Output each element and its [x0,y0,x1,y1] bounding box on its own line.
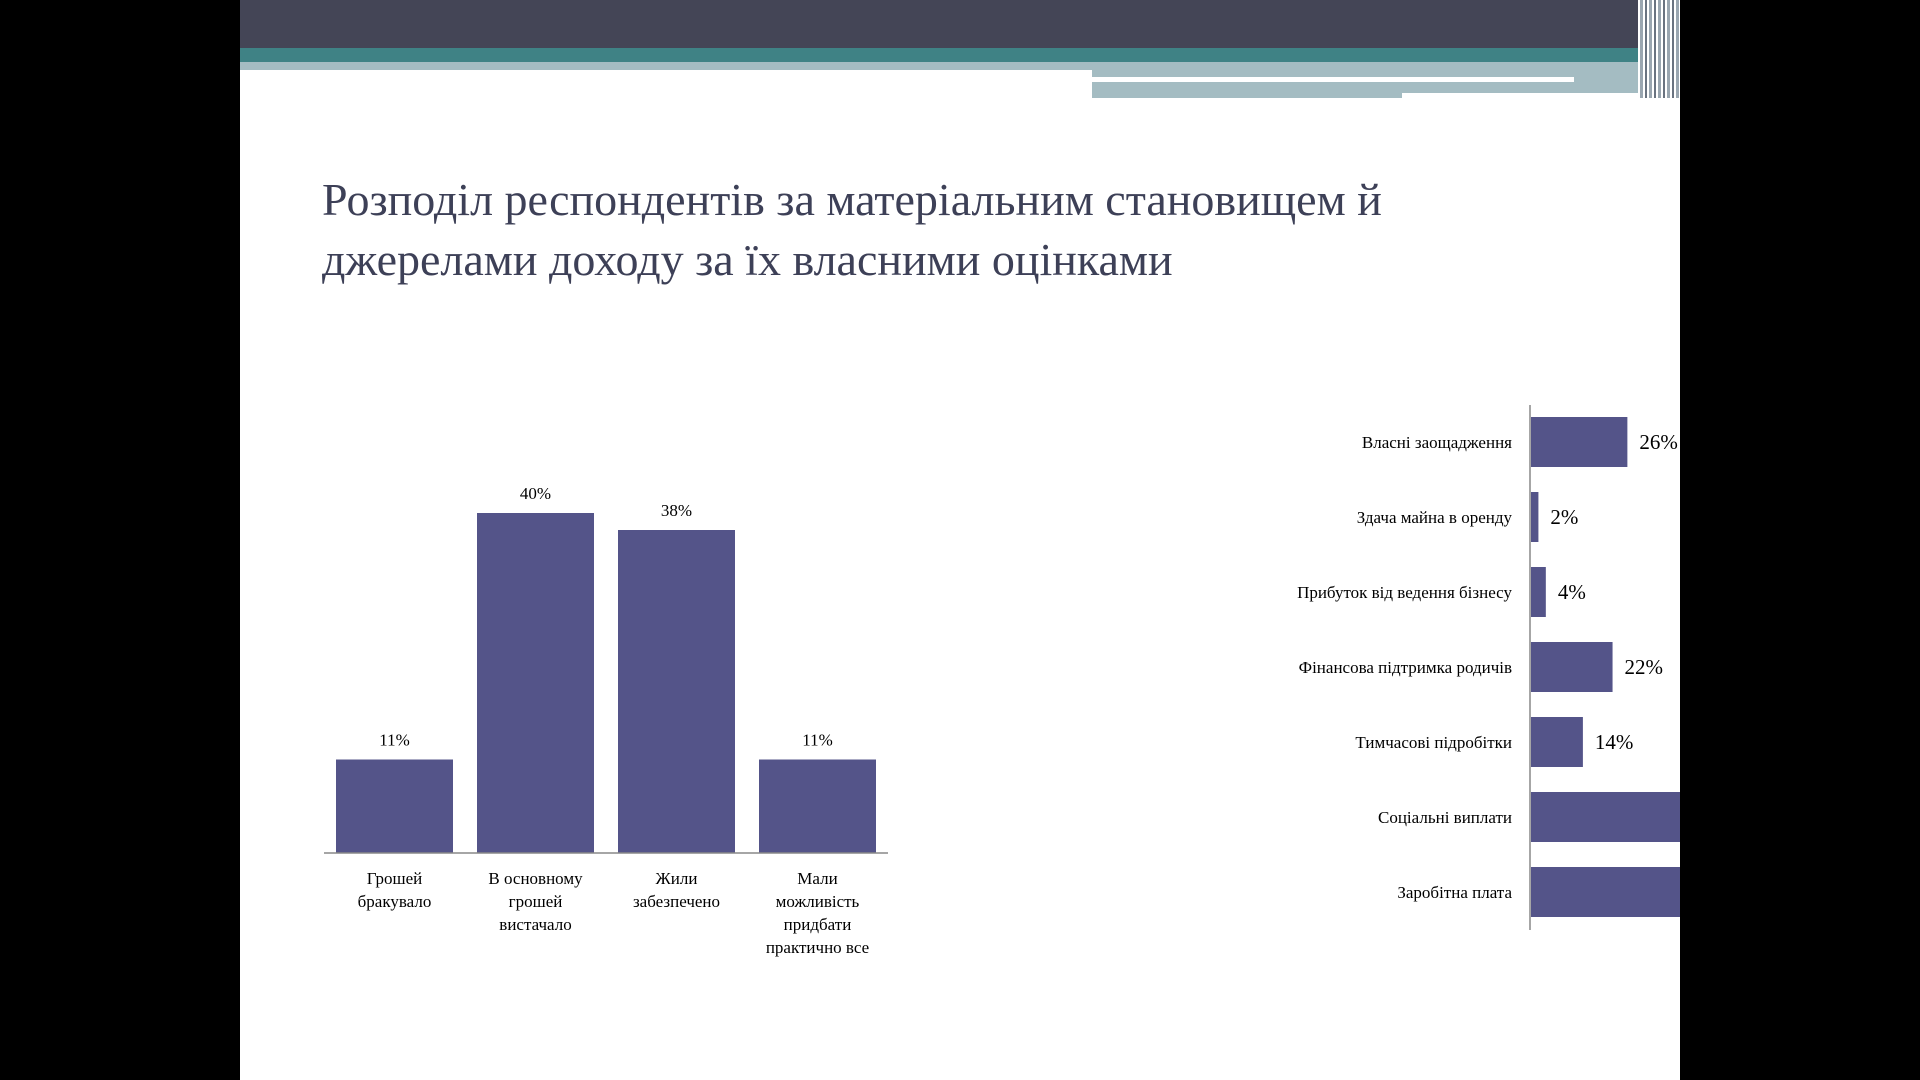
category-label: В основному [488,869,583,888]
header-edge-lines [1638,0,1680,98]
category-label: Прибуток від ведення бізнесу [1297,583,1512,602]
slide: Розподіл респондентів за матеріальним ст… [240,0,1680,1080]
category-label: можливість [776,892,860,911]
bar [477,513,594,853]
bar [1531,867,1680,917]
category-label: забезпечено [633,892,720,911]
bar [1531,417,1628,467]
data-label: 11% [379,731,410,750]
category-label: практично все [766,938,869,957]
bar [1531,567,1546,617]
bar [1531,717,1583,767]
data-label: 38% [661,501,692,520]
category-label: придбати [784,915,852,934]
category-label: Заробітна плата [1397,883,1512,902]
header-band-teal [240,48,1680,62]
bar [759,759,876,853]
data-label: 26% [1639,430,1678,454]
bar [1531,792,1680,842]
bar [1531,642,1613,692]
data-label: 4% [1558,580,1586,604]
category-label: Мали [797,869,837,888]
category-label: Фінансова підтримка родичів [1299,658,1512,677]
category-label: вистачало [499,915,571,934]
data-label: 14% [1595,730,1634,754]
category-label: Грошей [367,869,423,888]
header-band-dark [240,0,1680,48]
category-label: Власні заощадження [1362,433,1512,452]
bar [618,530,735,853]
header-white-stripe [1092,77,1574,82]
material-status-bar-chart: 11% Грошей бракувало 40% В основному грошей ви… [324,484,888,957]
category-label: Здача майна в оренду [1357,508,1513,527]
bar [1531,492,1539,542]
data-label: 11% [802,731,833,750]
category-label: Жили [656,869,698,888]
category-label: Тимчасові підробітки [1355,733,1512,752]
category-label: Соціальні виплати [1378,808,1512,827]
slide-title-line-2: джерелами доходу за їх власними оцінками [322,234,1173,285]
income-sources-bar-chart: Власні заощадження 26% Здача майна в оренд… [1297,405,1680,930]
bar [336,759,453,853]
category-label: грошей [509,892,563,911]
slide-title-line-1: Розподіл респондентів за матеріальним ст… [322,174,1382,225]
header-white-notch [1402,93,1680,98]
category-label: бракувало [358,892,432,911]
data-label: 40% [520,484,551,503]
slide-title: Розподіл респондентів за матеріальним ст… [322,170,1522,290]
data-label: 2% [1550,505,1578,529]
header-band-light-left [240,62,1092,70]
data-label: 22% [1625,655,1664,679]
